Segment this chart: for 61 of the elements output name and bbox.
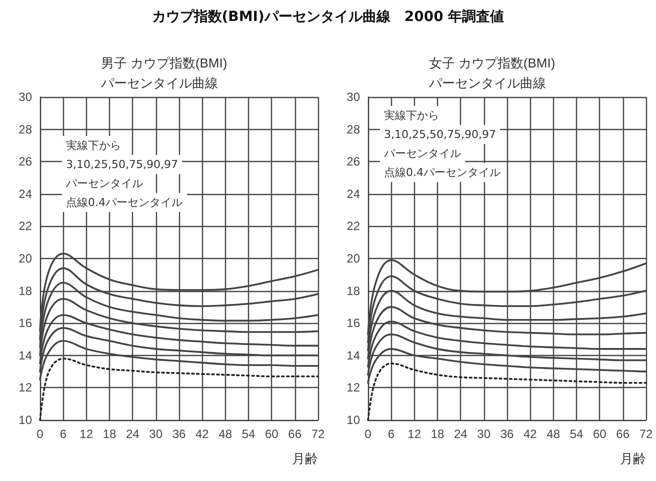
y-tick-label: 10 (18, 413, 32, 427)
y-tick-label: 18 (18, 284, 32, 298)
y-tick-label: 20 (346, 252, 360, 266)
y-tick-label: 28 (18, 122, 32, 136)
x-tick-label: 18 (102, 427, 116, 441)
x-tick-label: 6 (388, 427, 395, 441)
x-axis-title: 月齢 (292, 451, 318, 466)
y-tick-label: 30 (18, 90, 32, 104)
x-tick-label: 48 (546, 427, 560, 441)
y-tick-label: 16 (346, 316, 360, 330)
y-tick-label: 12 (346, 380, 360, 395)
y-tick-label: 26 (346, 154, 360, 169)
annotation: パーセンタイル (380, 144, 465, 163)
y-tick-label: 24 (346, 186, 360, 201)
x-tick-label: 30 (477, 427, 491, 441)
annotation: 実線下から (62, 136, 125, 155)
y-tick-label: 22 (18, 219, 32, 234)
y-tick-label: 20 (18, 252, 32, 266)
x-tick-label: 24 (126, 427, 140, 441)
x-tick-label: 0 (364, 427, 372, 441)
chart-title: カウプ指数(BMI)パーセンタイル曲線 2000 年調査値 (150, 8, 506, 26)
x-tick-label: 54 (242, 427, 256, 441)
x-tick-label: 66 (616, 427, 630, 441)
x-tick-label: 48 (218, 427, 232, 441)
x-tick-label: 66 (288, 427, 302, 441)
x-tick-label: 42 (195, 427, 210, 441)
annotation: 3,10,25,50,75,90,97 (62, 155, 182, 174)
x-tick-label: 0 (36, 427, 44, 441)
x-axis-title: 月齢 (620, 451, 646, 466)
y-tick-label: 14 (18, 348, 32, 362)
x-tick-label: 42 (523, 427, 538, 441)
x-tick-label: 30 (149, 427, 163, 441)
chart-subtitle: 女子 カウプ指数(BMI) パーセンタイル曲線 (428, 56, 556, 90)
annotation: パーセンタイル (62, 174, 147, 193)
x-tick-label: 72 (311, 427, 325, 441)
x-tick-label: 12 (408, 427, 422, 441)
x-tick-label: 36 (172, 427, 186, 441)
x-tick-label: 60 (264, 427, 279, 441)
x-tick-label: 60 (592, 427, 607, 441)
annotation: 点線0.4パーセンタイル (380, 163, 504, 182)
y-tick-label: 14 (346, 348, 360, 362)
y-tick-label: 16 (18, 316, 32, 330)
y-tick-label: 28 (346, 122, 360, 136)
x-tick-label: 18 (430, 427, 444, 441)
y-tick-label: 18 (346, 284, 360, 298)
x-tick-label: 24 (454, 427, 468, 441)
x-tick-label: 36 (500, 427, 514, 441)
x-tick-label: 72 (639, 427, 653, 441)
x-tick-label: 6 (60, 427, 67, 441)
y-tick-label: 12 (18, 380, 32, 395)
y-tick-label: 22 (346, 219, 360, 234)
y-tick-label: 24 (18, 186, 32, 201)
annotation: 点線0.4パーセンタイル (62, 193, 186, 212)
annotation: 実線下から (380, 106, 443, 125)
x-tick-label: 12 (80, 427, 94, 441)
y-tick-label: 10 (346, 413, 360, 427)
y-tick-label: 30 (346, 90, 360, 104)
chart-subtitle: 男子 カウプ指数(BMI) パーセンタイル曲線 (100, 56, 228, 90)
annotation: 3,10,25,50,75,90,97 (380, 125, 500, 144)
x-tick-label: 54 (570, 427, 584, 441)
y-tick-label: 26 (18, 154, 32, 169)
